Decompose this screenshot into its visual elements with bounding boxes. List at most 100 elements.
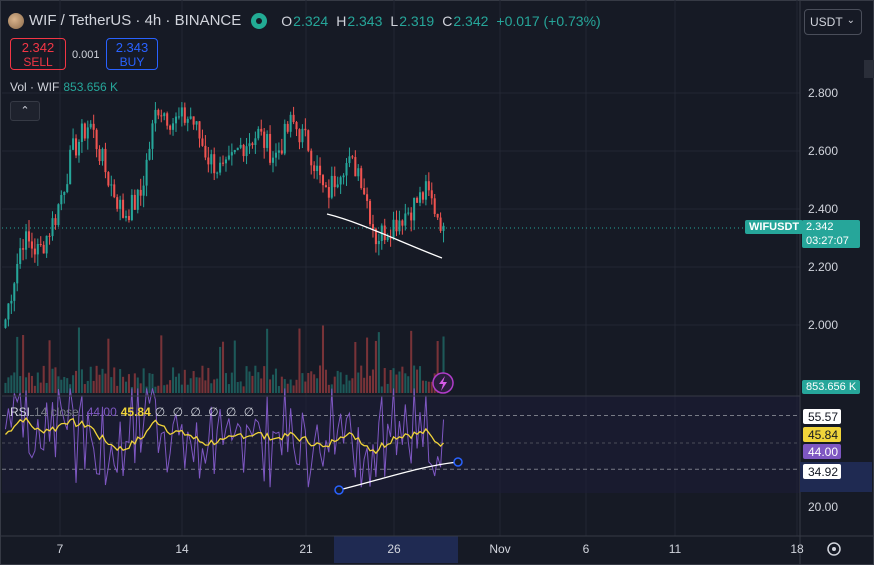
volume-bar <box>10 375 13 393</box>
volume-bar <box>430 381 433 393</box>
volume-bar <box>427 381 430 393</box>
settings-gear-icon[interactable] <box>827 542 841 556</box>
volume-bar <box>119 369 122 393</box>
price-scale-label: 2.000 <box>808 318 838 332</box>
candle-body <box>304 128 307 131</box>
candle-body <box>316 165 319 172</box>
rsi-name: RSI <box>10 405 31 419</box>
volume-bar <box>230 372 233 393</box>
market-status-icon[interactable] <box>251 12 268 29</box>
volume-bar <box>7 377 10 393</box>
volume-bar <box>251 375 254 393</box>
candle-body <box>13 283 16 301</box>
volume-bar <box>133 373 136 393</box>
close-value: 2.342 <box>453 12 489 29</box>
volume-legend[interactable]: Vol · WIF 853.656 K <box>10 80 118 94</box>
volume-bar <box>345 374 348 393</box>
volume-bar <box>442 336 445 393</box>
volume-bar <box>374 340 377 393</box>
candle-body <box>374 228 377 245</box>
trendline-handle-start[interactable] <box>334 485 344 495</box>
price-trendline[interactable] <box>326 213 443 259</box>
buy-button[interactable]: 2.343 BUY <box>106 38 158 70</box>
volume-bar <box>369 375 372 393</box>
candle-body <box>383 225 386 241</box>
volume-bar <box>13 372 16 393</box>
candle-body <box>222 162 225 164</box>
candle-body <box>4 319 7 328</box>
candle-body <box>207 157 210 165</box>
rsi-value: 44.00 <box>86 405 117 419</box>
volume-bar <box>186 384 189 393</box>
price-scale: 2.800 2.600 2.400 2.200 2.000 <box>808 86 838 332</box>
candle-body <box>95 129 98 150</box>
rsi-trendline[interactable] <box>338 461 459 491</box>
volume-bar <box>266 328 269 393</box>
candle-body <box>83 123 86 139</box>
volume-bar <box>271 374 275 393</box>
candle-body <box>416 197 419 203</box>
volume-bar <box>342 384 345 393</box>
candle-body <box>216 172 219 174</box>
candles <box>4 102 445 329</box>
volume-bar <box>124 381 128 393</box>
volume-bar <box>122 376 125 393</box>
volume-bar <box>110 377 113 393</box>
sell-button[interactable]: 2.342 SELL <box>10 38 66 70</box>
candle-body <box>130 194 133 221</box>
candle-body <box>301 128 304 143</box>
volume-bar <box>189 378 192 393</box>
price-scale-label: 2.800 <box>808 86 838 100</box>
candle-body <box>321 175 325 186</box>
candle-body <box>224 159 227 164</box>
time-scale-label: 6 <box>583 542 590 556</box>
candle-body <box>145 159 148 186</box>
volume-bar <box>163 385 166 393</box>
rsi-scale-label: 55.57 <box>808 410 838 424</box>
volume-bar <box>354 341 357 393</box>
volume-bar <box>436 341 439 393</box>
volume-bar <box>39 382 42 393</box>
volume-bar <box>210 383 213 393</box>
symbol-title[interactable]: WIF / TetherUS · 4h · BINANCE <box>29 12 242 29</box>
collapse-legend-button[interactable]: ⌃ <box>10 101 40 121</box>
volume-bar <box>54 367 57 393</box>
volume-bar <box>321 325 325 393</box>
high-label: H <box>336 12 347 29</box>
rsi-legend[interactable]: RSI 14 close 44.00 45.84 ∅ ∅ ∅ ∅ ∅ ∅ <box>10 405 256 419</box>
volume-bar <box>51 368 54 393</box>
volume-bar <box>127 374 130 393</box>
volume-bar <box>298 328 301 393</box>
candle-body <box>186 118 189 123</box>
volume-bar <box>63 376 66 393</box>
volume-bar <box>295 379 298 393</box>
candle-body <box>227 155 230 160</box>
volume-label: Vol · WIF <box>10 80 60 94</box>
volume-bar <box>98 374 101 393</box>
currency-select[interactable]: USDT ⌄ <box>804 9 862 35</box>
volume-bar <box>222 341 225 393</box>
trendline-handle-end[interactable] <box>453 457 463 467</box>
candle-body <box>60 195 63 205</box>
candle-body <box>398 220 401 232</box>
candle-body <box>75 138 78 156</box>
volume-bar <box>242 386 245 393</box>
candle-body <box>189 116 192 119</box>
scale-collapse-tab[interactable] <box>864 60 874 78</box>
candle-body <box>154 109 157 124</box>
candle-body <box>307 130 310 151</box>
volume-bar <box>101 368 104 393</box>
volume-bar <box>36 372 39 393</box>
candle-body <box>30 241 33 249</box>
time-scale-label: 21 <box>299 542 313 556</box>
candle-body <box>233 150 236 153</box>
candle-body <box>360 168 363 189</box>
rsi-scale-label: 20.00 <box>808 500 838 514</box>
candle-body <box>263 131 266 148</box>
candle-body <box>54 218 57 225</box>
candle-body <box>104 148 107 173</box>
candle-body <box>407 212 410 214</box>
low-value: 2.319 <box>399 12 435 29</box>
candle-body <box>57 204 60 225</box>
